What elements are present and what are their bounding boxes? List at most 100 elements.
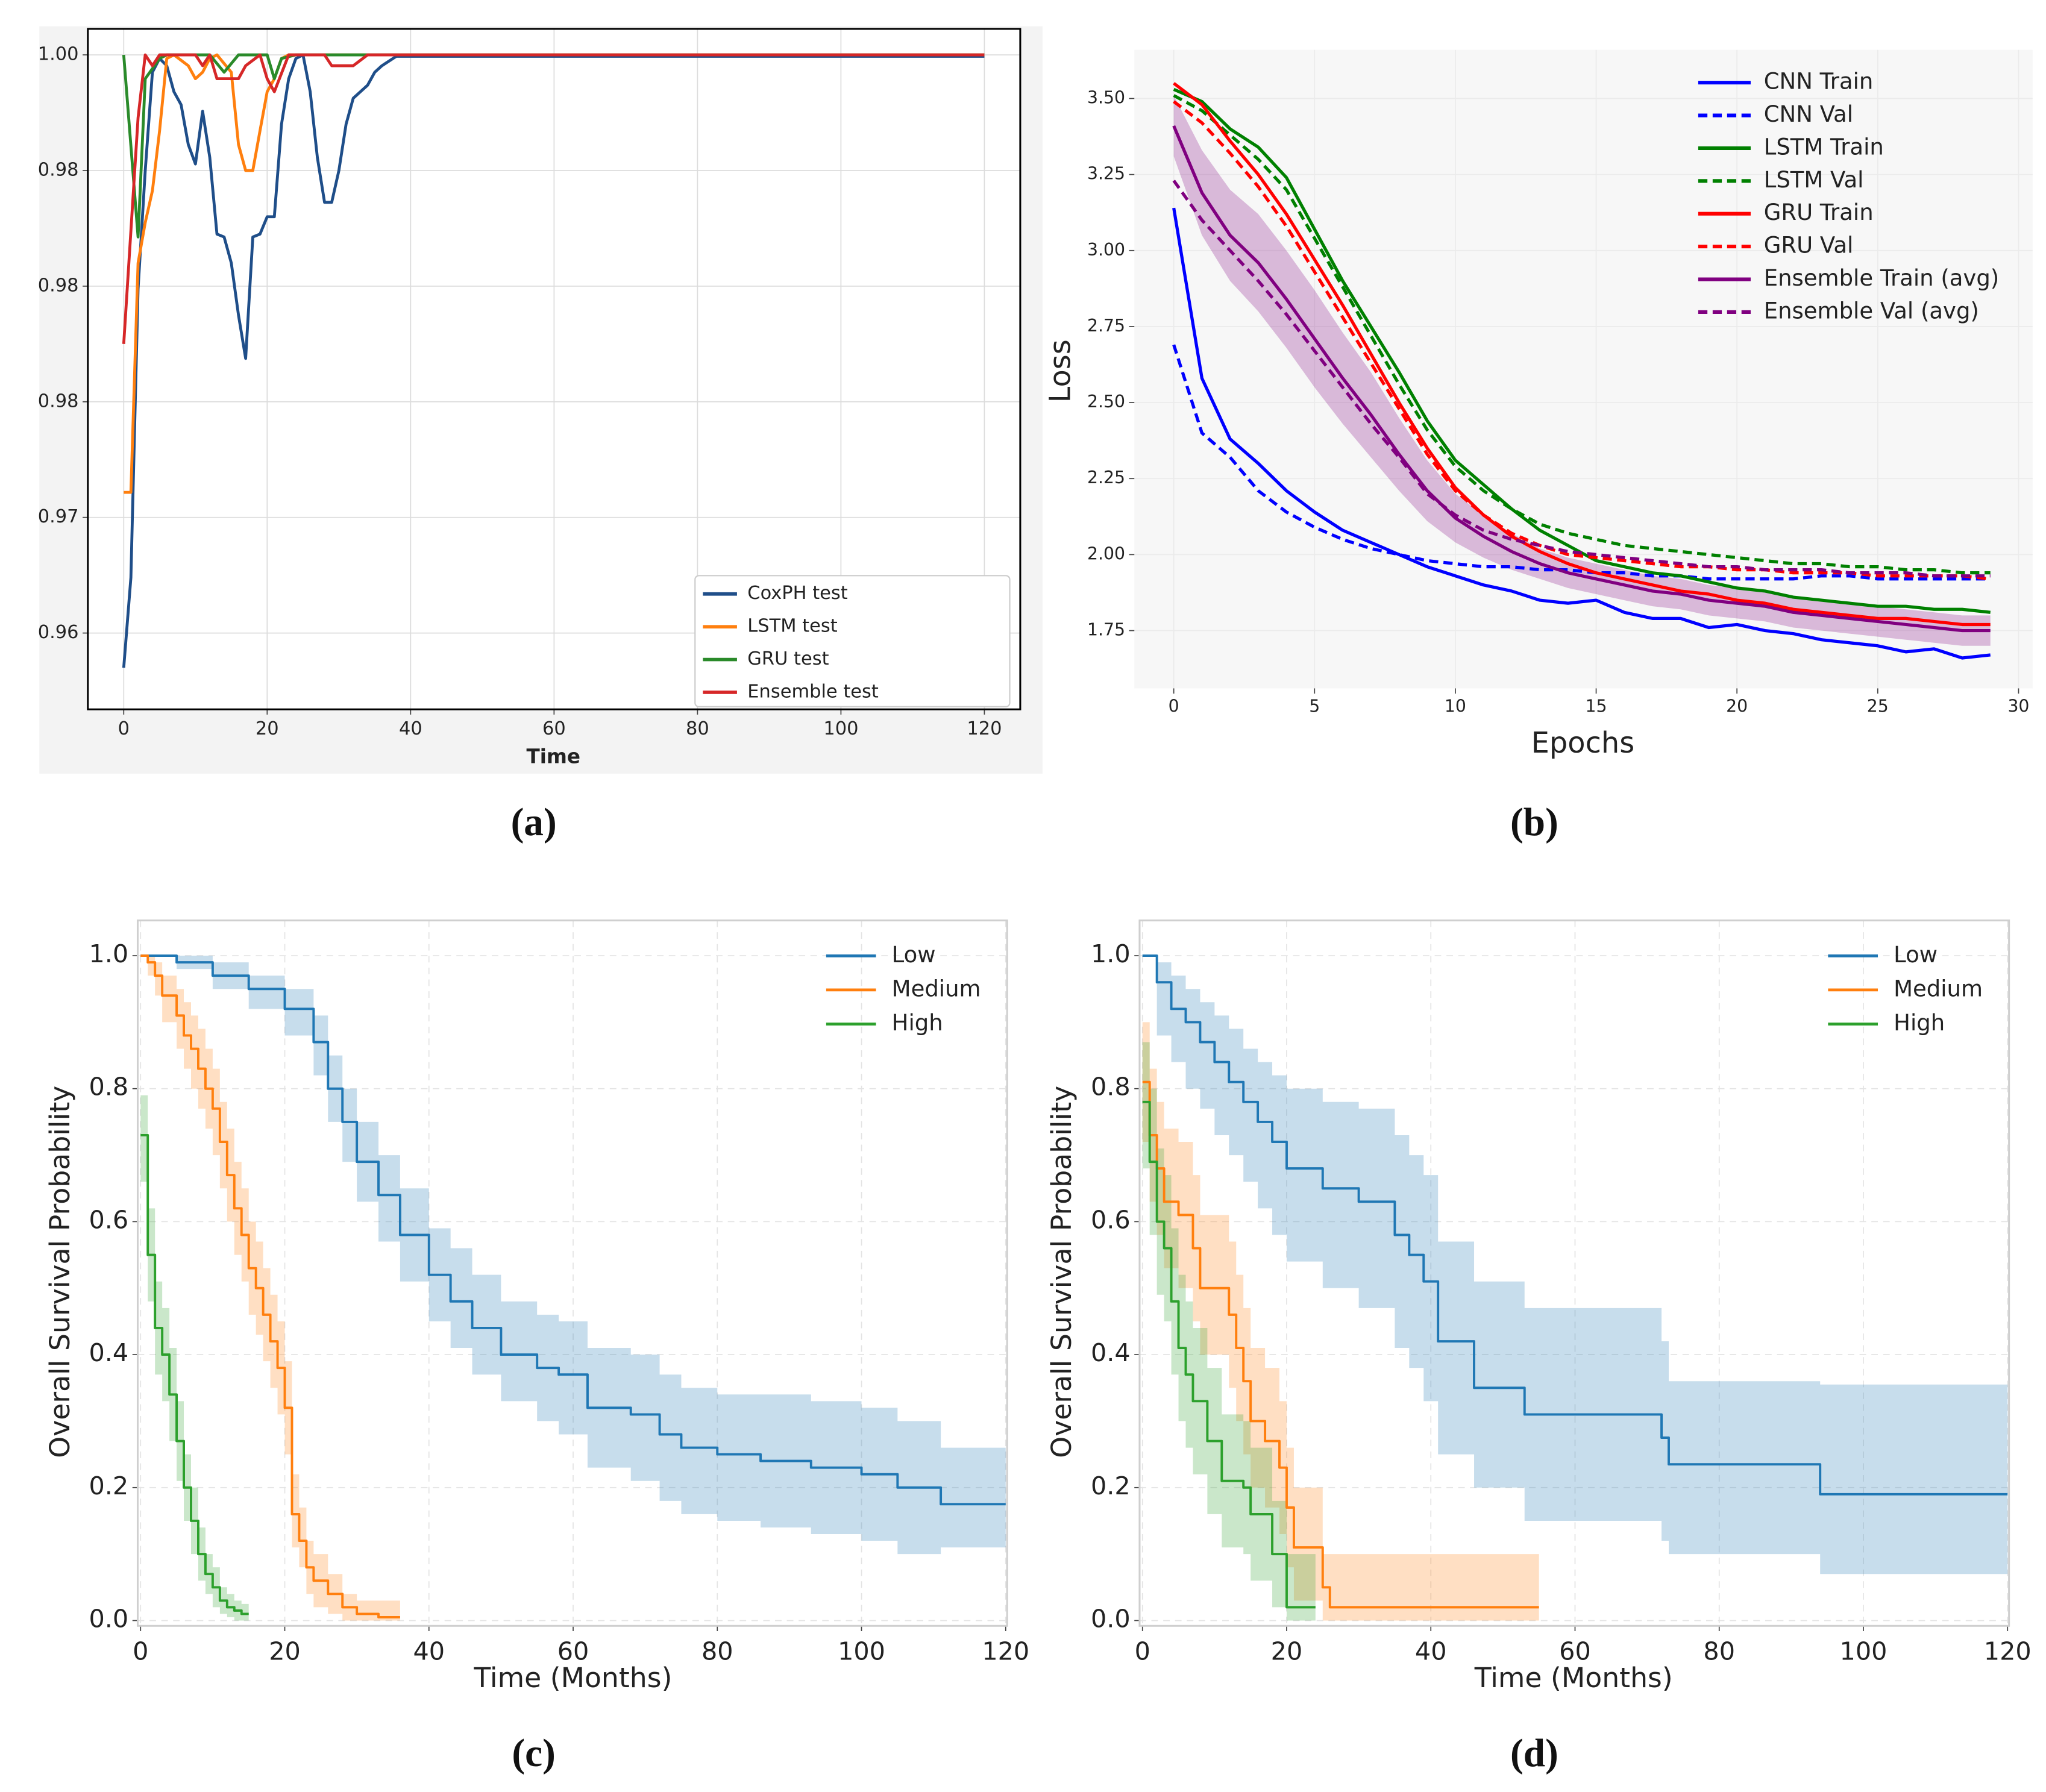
confidence-band	[140, 1095, 249, 1621]
x-tick-label: 20	[1271, 1637, 1303, 1666]
y-tick-label: 1.0	[1091, 939, 1131, 968]
y-axis-label: Loss	[1044, 339, 1078, 403]
panel: 0 5 10 15 20 25 30 1.75 2.00 2.25 2.50 2.75 3.00 3.25…	[1044, 49, 2033, 844]
legend-label: Ensemble test	[747, 681, 879, 702]
y-tick-label: 0.0	[1091, 1604, 1131, 1633]
y-tick-label: 0.97	[38, 506, 79, 527]
x-axis-label: Epochs	[1531, 727, 1634, 760]
y-tick-label: 3.25	[1087, 164, 1125, 184]
legend-label: CNN Val	[1764, 101, 1853, 127]
legend-label: LSTM test	[747, 616, 837, 637]
line	[1172, 180, 1991, 578]
axes-frame	[1138, 919, 2010, 1627]
y-tick-label: 0.98	[38, 390, 79, 412]
x-tick-label: 0	[1169, 697, 1179, 716]
line	[1173, 87, 1991, 614]
y-tick-label: 3.50	[1087, 87, 1125, 107]
legend-label: GRU Train	[1764, 199, 1874, 225]
legend-label: Ensemble Val (avg)	[1764, 298, 1979, 324]
x-axis-label: Time	[526, 745, 580, 768]
x-tick-label: 0	[1135, 1637, 1150, 1666]
line	[122, 53, 985, 239]
legend: Low Medium High	[1828, 942, 1983, 1036]
x-tick-label: 20	[1726, 697, 1748, 716]
x-tick-label: 0	[133, 1637, 148, 1666]
plot-area	[1172, 82, 1991, 660]
y-tick-label: 2.00	[1087, 544, 1125, 563]
y-tick-label: 0.4	[89, 1338, 129, 1367]
x-tick-label: 80	[1703, 1637, 1735, 1666]
y-tick-label: 0.6	[1091, 1205, 1131, 1234]
line	[1173, 82, 1991, 627]
x-tick-label: 100	[838, 1637, 885, 1666]
y-axis-label: Overall Survival Probability	[44, 1086, 76, 1458]
x-tick-label: 60	[1559, 1637, 1591, 1666]
plot-background	[1134, 49, 2033, 689]
y-tick-label: 0.98	[38, 159, 79, 180]
panel-caption: (d)	[1510, 1732, 1558, 1775]
line	[1172, 207, 1991, 660]
x-tick-label: 60	[557, 1637, 589, 1666]
legend-label: GRU Val	[1764, 233, 1854, 258]
legend-label: Ensemble Train (avg)	[1764, 265, 2000, 291]
x-tick-label: 100	[1840, 1637, 1888, 1666]
legend-label: Low	[1894, 942, 1938, 968]
y-tick-label: 0.0	[89, 1604, 129, 1633]
legend-label: High	[1894, 1010, 1945, 1036]
axes-frame	[136, 919, 1008, 1627]
x-tick-label: 25	[1867, 697, 1889, 716]
y-tick-label: 2.50	[1087, 392, 1125, 412]
line	[1173, 94, 1991, 575]
line	[1142, 954, 2008, 1496]
line	[122, 53, 985, 344]
plot-area	[1142, 954, 2008, 1621]
legend-label: Medium	[1894, 976, 1983, 1001]
y-tick-label: 1.00	[38, 44, 79, 65]
y-tick-label: 1.75	[1087, 620, 1125, 640]
x-tick-label: 60	[542, 718, 566, 739]
y-tick-label: 0.6	[89, 1205, 129, 1234]
panel: 0 20 40 60 80 100 120 0.0 0.2 0.4 0.6 0.8 1.0 Time (M…	[1046, 919, 2032, 1775]
axes-frame	[87, 28, 1021, 710]
x-tick-label: 5	[1309, 697, 1320, 716]
x-tick-label: 40	[1415, 1637, 1447, 1666]
plot-area	[122, 53, 985, 668]
x-tick-label: 30	[2007, 697, 2029, 716]
plot-area	[140, 954, 1006, 1621]
x-tick-label: 15	[1586, 697, 1607, 716]
y-tick-label: 0.2	[89, 1471, 129, 1500]
legend-label: LSTM Val	[1764, 167, 1864, 193]
y-tick-label: 0.8	[1091, 1073, 1131, 1101]
legend-frame	[694, 575, 1011, 707]
legend-label: GRU test	[747, 648, 829, 669]
x-axis-label: Time (Months)	[1474, 1662, 1673, 1694]
x-tick-label: 80	[701, 1637, 733, 1666]
legend-label: CNN Train	[1764, 69, 1874, 95]
x-tick-label: 120	[1984, 1637, 2032, 1666]
legend-label: Medium	[892, 976, 981, 1001]
x-tick-label: 120	[982, 1637, 1029, 1666]
legend-label: LSTM Train	[1764, 134, 1884, 160]
x-axis-label: Time (Months)	[473, 1662, 672, 1694]
line	[1172, 125, 1991, 633]
line	[140, 954, 400, 1618]
y-axis-label: Overall Survival Probability	[1046, 1086, 1078, 1458]
plot-background	[1139, 920, 2009, 1626]
x-tick-label: 10	[1445, 697, 1466, 716]
panel: 0 20 40 60 80 100 120 0.96 0.97 0.98 0.98 0.98 1.00 T…	[38, 26, 1043, 844]
y-tick-label: 0.98	[38, 275, 79, 296]
line	[140, 954, 1006, 1506]
legend-label: Low	[892, 942, 936, 968]
confidence-band	[1142, 956, 2008, 1574]
legend: CoxPH test LSTM test GRU test Ensemble test	[694, 575, 1011, 707]
y-tick-label: 0.4	[1091, 1338, 1131, 1367]
y-tick-label: 2.75	[1087, 316, 1125, 336]
confidence-band	[140, 956, 400, 1621]
y-tick-label: 1.0	[89, 939, 129, 968]
legend-label: CoxPH test	[747, 583, 847, 604]
confidence-band	[1142, 1022, 1539, 1621]
line	[122, 53, 985, 668]
line	[1142, 1100, 1316, 1609]
x-tick-label: 20	[269, 1637, 301, 1666]
